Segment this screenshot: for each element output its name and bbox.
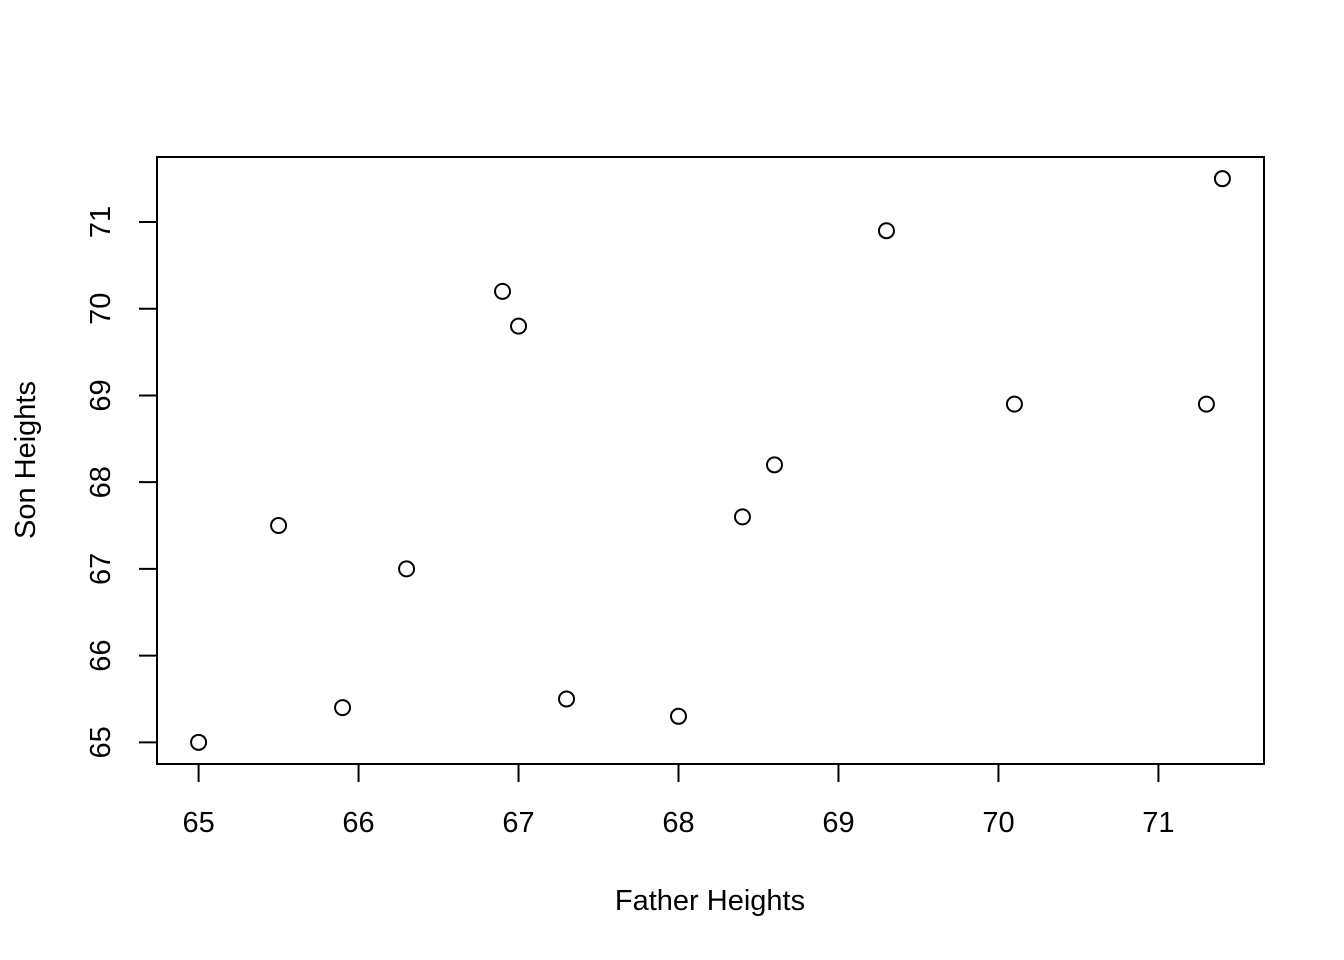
x-tick-label: 65 [182, 807, 214, 839]
y-tick-label: 65 [85, 726, 117, 758]
y-tick-label: 68 [85, 466, 117, 498]
y-axis: 65 66 67 68 69 70 71 [85, 206, 158, 758]
data-point [1213, 170, 1231, 188]
x-tick-label: 69 [822, 807, 854, 839]
y-tick-label: 67 [85, 553, 117, 585]
data-point [398, 560, 416, 578]
data-point [733, 508, 751, 526]
data-point [1005, 395, 1023, 413]
y-tick-label: 66 [85, 639, 117, 671]
data-point [765, 456, 783, 474]
data-point [510, 317, 528, 335]
data-point [558, 690, 576, 708]
data-point [670, 707, 688, 725]
plot-frame [156, 156, 1265, 765]
data-point [494, 282, 512, 300]
y-tick-label: 70 [85, 293, 117, 325]
data-point [270, 517, 288, 535]
y-tick-label: 69 [85, 379, 117, 411]
data-point [334, 699, 352, 717]
data-point [1197, 395, 1215, 413]
x-tick-label: 66 [342, 807, 374, 839]
x-axis: 65 66 67 68 69 70 71 [182, 763, 1175, 839]
x-axis-title: Father Heights [615, 885, 805, 917]
y-axis-title: Son Heights [10, 381, 42, 539]
data-point [877, 222, 895, 240]
x-tick-label: 70 [982, 807, 1014, 839]
y-tick-label: 71 [85, 206, 117, 238]
data-points [190, 170, 1231, 751]
x-tick-label: 67 [502, 807, 534, 839]
data-point [190, 733, 208, 751]
x-tick-label: 68 [662, 807, 694, 839]
x-tick-label: 71 [1142, 807, 1174, 839]
